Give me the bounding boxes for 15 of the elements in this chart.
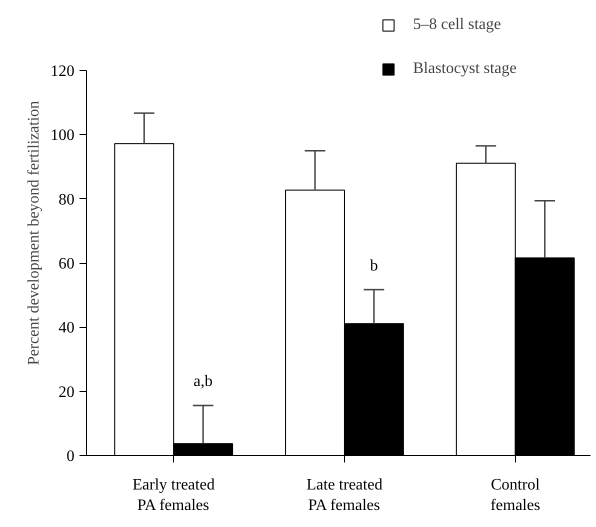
x-tick-label: Late treated PA females xyxy=(306,476,382,514)
y-tick-label: 40 xyxy=(58,320,74,337)
legend-label: 5–8 cell stage xyxy=(413,16,501,34)
y-tick-label: 120 xyxy=(50,63,74,80)
y-tick-label: 60 xyxy=(58,256,74,272)
annotation: a,b xyxy=(194,373,213,390)
y-tick-label: 80 xyxy=(58,191,74,208)
x-tick-label: Control females xyxy=(490,476,540,514)
legend-label: Blastocyst stage xyxy=(413,60,517,78)
y-tick-label: 100 xyxy=(50,127,74,144)
y-tick-label: 20 xyxy=(58,384,74,401)
y-axis-title: Percent development beyond fertilization xyxy=(26,100,42,366)
x-tick-label: Early treated PA females xyxy=(132,476,215,514)
y-tick-label: 0 xyxy=(66,448,74,465)
annotation: b xyxy=(370,258,378,275)
